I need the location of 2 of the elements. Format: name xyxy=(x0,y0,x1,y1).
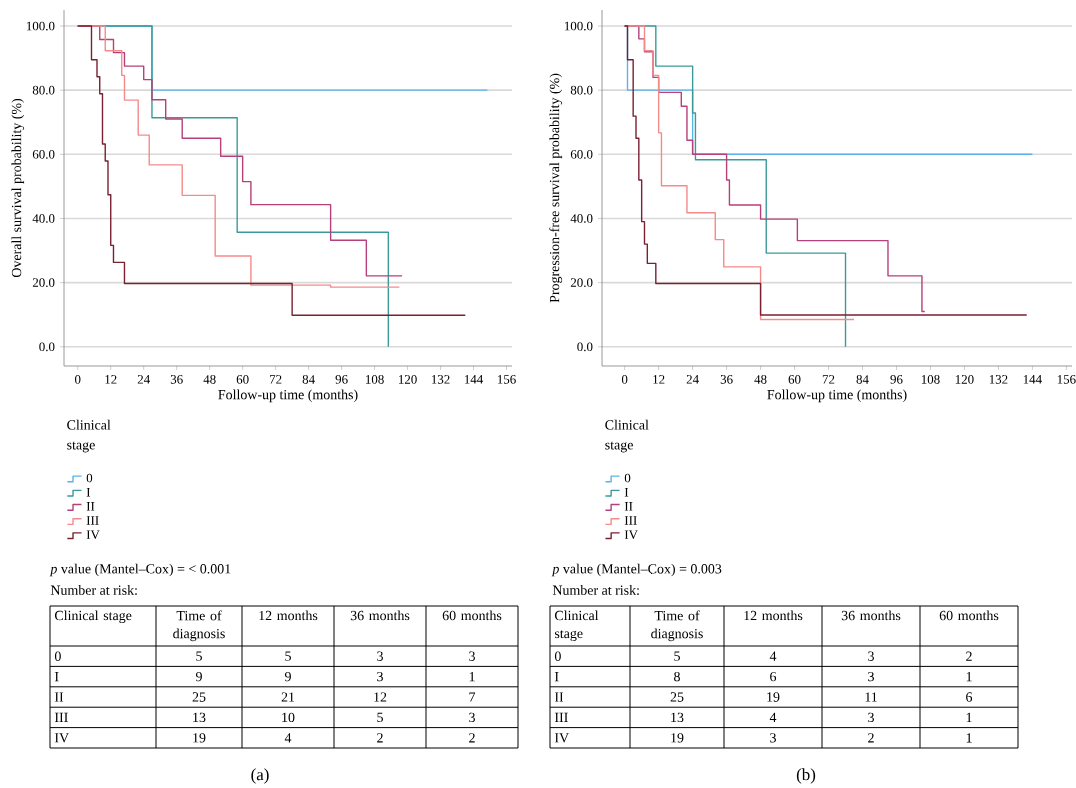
text: (a) xyxy=(251,768,269,784)
text: (b) xyxy=(796,768,816,784)
